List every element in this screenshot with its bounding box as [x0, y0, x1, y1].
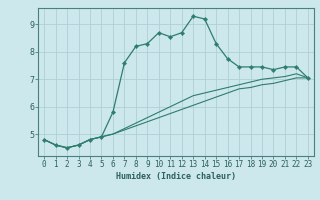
X-axis label: Humidex (Indice chaleur): Humidex (Indice chaleur)	[116, 172, 236, 181]
